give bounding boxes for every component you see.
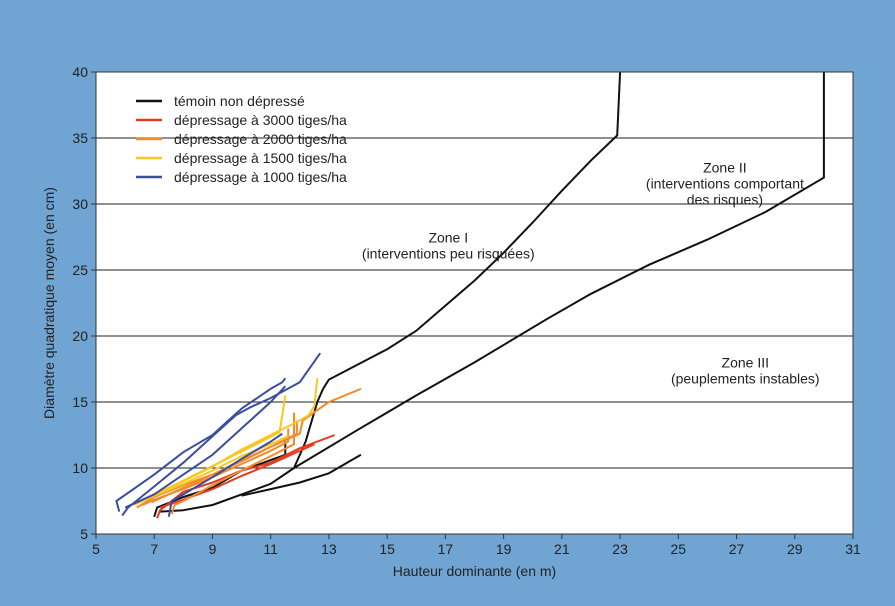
legend: témoin non dépressé dépressage à 3000 tig… — [136, 93, 347, 185]
legend-label: dépressage à 1000 tiges/ha — [174, 169, 347, 185]
x-tick-label: 29 — [787, 541, 803, 557]
zone-boundary-line — [322, 71, 622, 390]
series-line — [160, 388, 325, 513]
x-tick-label: 7 — [150, 541, 158, 557]
y-axis: 5 10 15 20 25 30 35 40 — [72, 64, 96, 542]
x-tick-label: 19 — [496, 541, 512, 557]
plot-border — [95, 71, 854, 535]
grid-lines — [96, 137, 853, 469]
y-tick-label: 35 — [72, 130, 88, 146]
y-tick-label: 10 — [72, 460, 88, 476]
zone-annotations: Zone I (interventions peu risquées) Zone I… — [362, 159, 820, 386]
x-tick-label: 21 — [554, 541, 570, 557]
x-tick-label: 13 — [321, 541, 337, 557]
zone-label: Zone II (interventions comportant des risq… — [646, 159, 804, 207]
x-tick-label: 11 — [263, 541, 278, 557]
zone-boundaries — [293, 71, 825, 469]
x-tick-label: 27 — [729, 541, 745, 557]
x-tick-label: 25 — [671, 541, 687, 557]
series-line — [142, 428, 290, 506]
series-line — [133, 435, 289, 506]
series-line — [159, 443, 315, 509]
series-line — [147, 395, 287, 498]
series-line — [150, 387, 362, 504]
y-tick-label: 40 — [72, 64, 88, 80]
x-tick-label: 9 — [209, 541, 217, 557]
series-line — [167, 432, 283, 517]
series-line — [170, 412, 295, 515]
x-axis: 5 7 9 11 13 15 17 19 21 23 25 27 29 31 — [92, 534, 861, 557]
x-tick-label: 23 — [612, 541, 628, 557]
x-tick-label: 15 — [379, 541, 395, 557]
zone-boundary-line — [293, 72, 825, 469]
series-line — [241, 453, 362, 497]
y-axis-label: Diamètre quadratique moyen (en cm) — [41, 187, 57, 419]
plot-area — [96, 72, 853, 534]
y-tick-label: 15 — [72, 394, 88, 410]
x-tick-label: 5 — [92, 541, 100, 557]
legend-label: dépressage à 1500 tiges/ha — [174, 150, 347, 166]
series-lines — [115, 352, 362, 519]
y-tick-label: 20 — [72, 328, 88, 344]
legend-label: dépressage à 2000 tiges/ha — [174, 131, 347, 147]
zone-label: Zone III (peuplements instables) — [671, 355, 820, 387]
legend-label: témoin non dépressé — [174, 93, 305, 109]
zone-label: Zone I (interventions peu risquées) — [362, 229, 535, 261]
y-tick-label: 5 — [80, 526, 88, 542]
legend-label: dépressage à 3000 tiges/ha — [174, 112, 347, 128]
y-tick-label: 25 — [72, 262, 88, 278]
series-line — [121, 352, 322, 517]
x-tick-label: 17 — [438, 541, 454, 557]
x-axis-label: Hauteur dominante (en m) — [393, 563, 556, 579]
y-tick-label: 30 — [72, 196, 88, 212]
x-tick-label: 31 — [845, 541, 861, 557]
series-line — [124, 385, 287, 509]
